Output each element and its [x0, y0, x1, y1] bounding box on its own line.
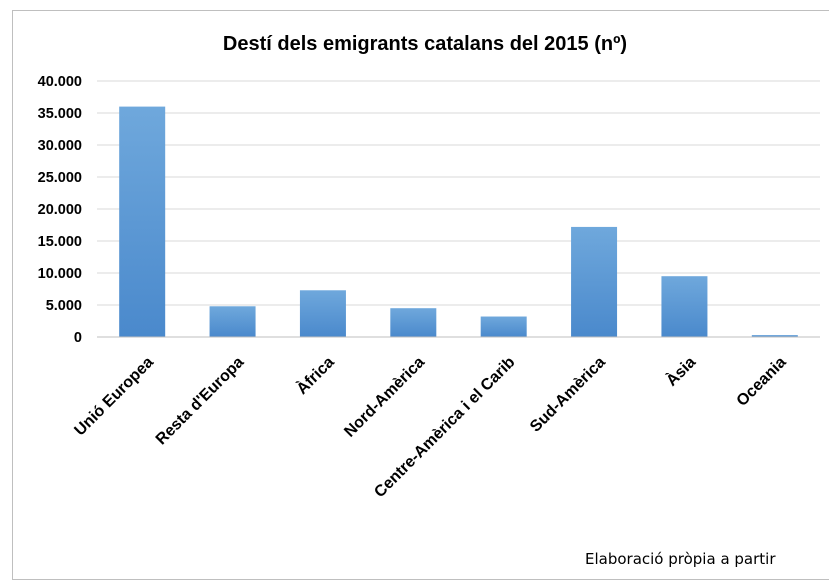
- y-tick-label: 40.000: [38, 74, 82, 90]
- y-tick-label: 10.000: [38, 266, 82, 282]
- bar: [751, 335, 798, 337]
- bars: [119, 106, 798, 337]
- chart-title: Destí dels emigrants catalans del 2015 (…: [223, 33, 627, 55]
- x-tick-label: Nord-Amèrica: [341, 354, 428, 441]
- y-tick-label: 0: [74, 330, 82, 346]
- bar: [119, 106, 166, 337]
- x-tick-label: Oceania: [734, 354, 790, 410]
- x-tick-label: Unió Europea: [71, 354, 157, 440]
- bar: [299, 290, 346, 337]
- y-tick-label: 20.000: [38, 202, 82, 218]
- y-tick-label: 15.000: [38, 234, 82, 250]
- bar: [390, 308, 437, 337]
- bar-chart: Destí dels emigrants catalans del 2015 (…: [38, 33, 820, 568]
- x-tick-label: Àfrica: [292, 352, 338, 398]
- y-tick-label: 35.000: [38, 106, 82, 122]
- bar: [571, 226, 618, 337]
- bar: [480, 316, 527, 337]
- y-tick-label: 5.000: [46, 298, 82, 314]
- x-tick-label: Resta d'Europa: [153, 354, 248, 449]
- bar: [661, 276, 708, 337]
- gridlines: [97, 80, 820, 306]
- bar: [209, 306, 256, 337]
- source-note: Elaboració pròpia a partir: [585, 550, 776, 568]
- y-tick-label: 30.000: [38, 138, 82, 154]
- x-tick-label: Àsia: [662, 352, 699, 389]
- x-tick-label: Sud-Amèrica: [527, 354, 609, 436]
- y-axis-ticks: 0 5.000 10.000 15.000 20.000 25.000 30.000 35.0…: [38, 74, 82, 346]
- y-tick-label: 25.000: [38, 170, 82, 186]
